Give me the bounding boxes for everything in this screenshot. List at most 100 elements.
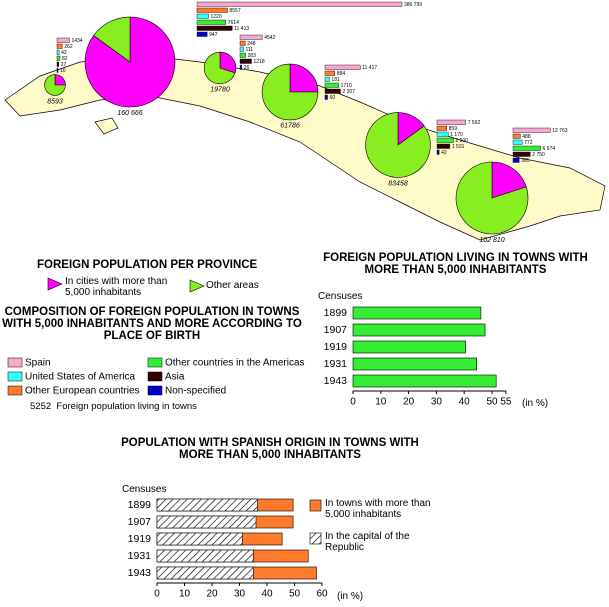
bar-label: 884 <box>337 71 346 77</box>
legend-title: COMPOSITION OF FOREIGN POPULATION IN TOW… <box>2 306 302 342</box>
bar <box>56 43 63 49</box>
pie-total: 8593 <box>47 98 63 105</box>
x-tick-label: 0 <box>350 397 356 408</box>
pie-total: 160 666 <box>117 110 142 117</box>
bar-label: 262 <box>64 44 73 50</box>
legend-item: Spain <box>25 358 51 369</box>
bar-label: 8557 <box>229 8 240 14</box>
legend-item: In towns with more than 5,000 inhabitant… <box>325 498 431 520</box>
bar <box>436 143 451 149</box>
bar-label: 11 417 <box>362 65 377 71</box>
axis-label: Censuses <box>318 291 363 302</box>
bar-label: 12 763 <box>552 128 568 134</box>
bar-label: 27 <box>61 62 67 68</box>
legend-item: Other countries in the Americas <box>165 358 305 369</box>
bar <box>239 34 263 40</box>
pie-slice-other <box>93 16 131 63</box>
bar <box>512 157 520 163</box>
bar <box>512 139 523 145</box>
pie-slice-cities <box>289 63 319 93</box>
legend-item: Asia <box>165 372 185 383</box>
x-tick-label: 20 <box>403 397 415 408</box>
bar <box>352 374 497 388</box>
chart-title: POPULATION WITH SPANISH ORIGIN IN TOWNS … <box>121 437 419 461</box>
legend-marker <box>189 279 205 293</box>
bar-label: 4542 <box>264 35 275 41</box>
bar <box>196 25 233 31</box>
x-tick-label: 60 <box>316 589 328 600</box>
legend-swatch <box>7 385 23 396</box>
y-tick-label: 1931 <box>324 358 348 370</box>
bar-label: 2 750 <box>532 152 545 158</box>
bar <box>324 94 328 100</box>
bar <box>156 515 257 529</box>
bar <box>239 58 252 64</box>
bar-label: 772 <box>524 140 533 146</box>
bar <box>239 64 242 70</box>
bar-label: 488 <box>522 134 531 140</box>
bar-label: 1220 <box>211 14 222 20</box>
legend-item: Other European countries <box>25 386 140 397</box>
axis-label: (in %) <box>522 398 549 409</box>
y-tick-label: 1943 <box>128 567 152 579</box>
bar-label: 2 207 <box>342 89 355 95</box>
legend-marker <box>47 277 63 291</box>
y-tick-label: 1919 <box>128 533 152 545</box>
bar <box>156 498 258 512</box>
legend-note: 5252 Foreign population living in towns <box>30 401 197 412</box>
bar <box>56 49 60 55</box>
bar-label: 10 <box>60 68 66 74</box>
pie-total: 102 810 <box>479 237 504 244</box>
pie-total: 61786 <box>280 123 300 130</box>
legend-title: FOREIGN POPULATION PER PROVINCE <box>37 259 258 271</box>
bar-label: 1218 <box>254 59 265 65</box>
bar-label: 42 <box>441 150 447 156</box>
pie-slice-cities <box>219 51 237 74</box>
y-tick-label: 1899 <box>324 307 348 319</box>
x-tick-label: 40 <box>261 589 273 600</box>
bar <box>239 52 246 58</box>
bar <box>436 119 466 125</box>
bar <box>196 13 209 19</box>
bar <box>436 125 447 131</box>
legend-swatch <box>309 532 322 545</box>
legend-swatch <box>147 357 163 368</box>
bar-label: 82 <box>62 56 68 62</box>
bar <box>324 70 336 76</box>
bar <box>196 7 228 13</box>
island-small <box>94 117 119 135</box>
legend-item: Non-specified <box>165 386 226 397</box>
bar <box>196 31 208 37</box>
chart-title: FOREIGN POPULATION LIVING IN TOWNS WITH … <box>323 252 588 276</box>
bar-label: 111 <box>245 47 253 53</box>
legend-swatch <box>147 385 163 396</box>
x-tick-label: 50 <box>289 589 301 600</box>
legend-swatch <box>7 357 23 368</box>
bar <box>56 67 59 73</box>
bar-label: 947 <box>209 32 218 38</box>
pie-slice-cities <box>491 161 527 199</box>
legend-item: Other areas <box>206 280 259 291</box>
x-tick-label: 20 <box>206 589 218 600</box>
bar-label: 1434 <box>71 38 82 44</box>
bar <box>512 151 531 157</box>
bar-label: 60 <box>330 95 336 101</box>
bar <box>324 64 361 70</box>
pie-slice-other <box>365 112 431 178</box>
x-tick-label: 0 <box>154 589 160 600</box>
bar-label: 7614 <box>228 20 239 26</box>
legend-item: United States of America <box>25 372 135 383</box>
bar <box>352 323 486 337</box>
legend-item: In cities with more than 5,000 inhabitan… <box>65 276 168 298</box>
bar-label: 26 <box>244 65 250 71</box>
bar <box>352 306 482 320</box>
bar-label: 42 <box>61 50 67 56</box>
bar <box>324 82 339 88</box>
bar <box>512 145 541 151</box>
bar-label: 283 <box>248 53 257 59</box>
pie-slice-other <box>455 161 529 235</box>
bar-label: 2 500 <box>455 138 468 144</box>
y-tick-label: 1943 <box>324 375 348 387</box>
bar-label: 181 <box>331 77 340 83</box>
